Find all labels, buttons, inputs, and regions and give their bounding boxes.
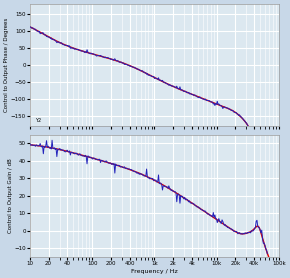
Y-axis label: Control to Output Gain / dB: Control to Output Gain / dB [8,158,13,233]
Y-axis label: Control to Output Phase / Degrees: Control to Output Phase / Degrees [4,18,9,112]
X-axis label: Frequency / Hz: Frequency / Hz [131,269,178,274]
Text: Y2: Y2 [35,118,41,123]
